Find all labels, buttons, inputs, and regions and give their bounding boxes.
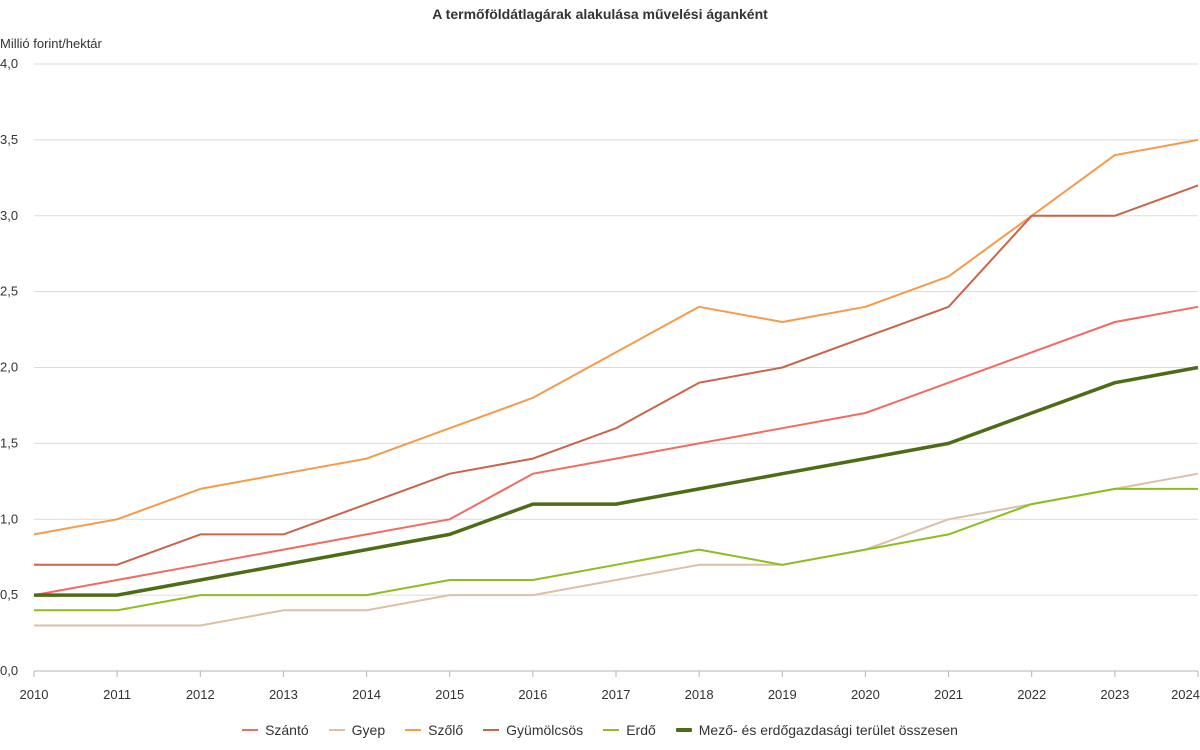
- y-axis: 0,0 0,5 1,0 1,5 2,0 2,5 3,0 3,5 4,0: [0, 56, 18, 678]
- y-tick-label: 3,5: [0, 132, 18, 147]
- x-tick-label: 2015: [435, 687, 464, 702]
- legend-label: Erdő: [626, 722, 656, 738]
- y-tick-label: 3,0: [0, 208, 18, 223]
- y-tick-label: 4,0: [0, 56, 18, 71]
- x-tick-label: 2017: [602, 687, 631, 702]
- legend-label: Szőlő: [428, 722, 464, 738]
- legend-item[interactable]: Szántó: [242, 722, 309, 738]
- y-tick-label: 2,0: [0, 360, 18, 375]
- y-tick-label: 1,5: [0, 435, 18, 450]
- x-tick-label: 2021: [934, 687, 963, 702]
- x-tick-label: 2011: [103, 687, 131, 702]
- legend-swatch: [483, 729, 500, 731]
- legend-item[interactable]: Erdő: [603, 722, 656, 738]
- chart-title: A termőföldátlagárak alakulása művelési …: [432, 6, 768, 22]
- x-tick-label: 2016: [518, 687, 547, 702]
- x-tick-label: 2013: [269, 687, 298, 702]
- y-tick-label: 1,0: [0, 511, 18, 526]
- series-line-1[interactable]: [34, 472, 1199, 627]
- legend-swatch: [328, 729, 345, 731]
- series-line-5[interactable]: [34, 365, 1199, 597]
- legend-swatch: [675, 728, 692, 732]
- legend-label: Gyümölcsös: [506, 722, 584, 738]
- y-tick-label: 0,5: [0, 587, 18, 602]
- x-tick-label: 2024: [1171, 687, 1200, 702]
- series-line-4[interactable]: [34, 487, 1198, 612]
- x-tick-label: 2023: [1100, 687, 1129, 702]
- y-tick-label: 0,0: [0, 663, 18, 678]
- series-lines: [33, 138, 1199, 627]
- grid-lines: [34, 63, 1198, 596]
- legend-item[interactable]: Gyep: [328, 722, 386, 738]
- legend: Szántó Gyep Szőlő Gyümölcsös Erdő Mező- és er…: [0, 722, 1200, 738]
- legend-item[interactable]: Gyümölcsös: [483, 722, 583, 738]
- legend-item[interactable]: Mező- és erdőgazdasági terület összesen: [675, 722, 958, 738]
- x-tick-label: 2022: [1017, 687, 1046, 702]
- x-tick-label: 2019: [768, 687, 797, 702]
- x-tick-label: 2018: [685, 687, 714, 702]
- x-tick-label: 2020: [851, 687, 880, 702]
- legend-label: Mező- és erdőgazdasági terület összesen: [698, 722, 958, 738]
- x-tick-label: 2012: [186, 687, 215, 702]
- x-tick-label: 2010: [20, 687, 49, 702]
- legend-item[interactable]: Szőlő: [405, 722, 463, 738]
- x-tick-label: 2014: [352, 687, 381, 702]
- series-line-0[interactable]: [33, 305, 1199, 597]
- legend-swatch: [242, 729, 259, 731]
- x-axis: 2010 2011 2012 2013 2014 2015 2016 2017 2018 2019…: [20, 670, 1200, 702]
- y-axis-label: Millió forint/hektár: [0, 36, 102, 51]
- legend-swatch: [405, 729, 422, 731]
- legend-swatch: [603, 729, 620, 731]
- legend-label: Gyep: [351, 722, 386, 738]
- y-tick-label: 2,5: [0, 284, 18, 299]
- line-chart: 0,0 0,5 1,0 1,5 2,0 2,5 3,0 3,5 4,0 2010 2011 2012…: [0, 56, 1200, 702]
- series-line-2[interactable]: [33, 138, 1199, 536]
- legend-label: Szántó: [265, 722, 309, 738]
